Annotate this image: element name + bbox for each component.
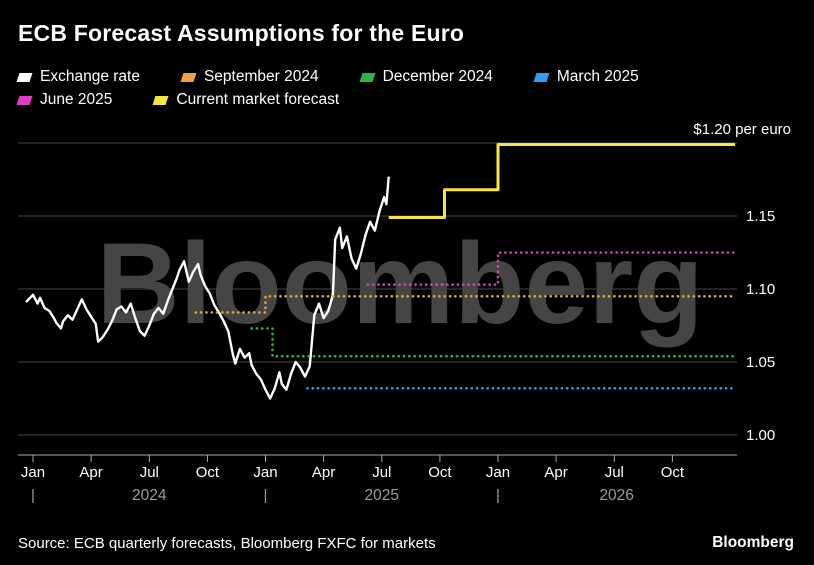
x-tick-label: Jul — [372, 464, 391, 481]
legend-label: June 2025 — [40, 91, 113, 108]
legend-row: June 2025 Current market forecast — [16, 91, 639, 109]
x-tick-label: Apr — [79, 464, 102, 481]
legend-item-december-2024: December 2024 — [359, 68, 493, 86]
legend-item-june-2025: June 2025 — [16, 91, 113, 109]
x-tick-label: Oct — [428, 464, 452, 481]
x-tick-label: Jan — [21, 464, 45, 481]
legend-item-march-2025: March 2025 — [533, 68, 639, 86]
x-tick-label: Oct — [196, 464, 220, 481]
series-exchange-rate — [25, 176, 390, 400]
source-note: Source: ECB quarterly forecasts, Bloombe… — [18, 535, 436, 552]
x-tick-label: Jan — [486, 464, 510, 481]
x-tick-label: Oct — [661, 464, 685, 481]
legend-label: Current market forecast — [176, 91, 340, 108]
legend-item-september-2024: September 2024 — [180, 68, 319, 86]
year-label: 2026 — [599, 487, 633, 504]
legend-label: December 2024 — [382, 68, 493, 85]
year-separator: | — [31, 487, 35, 504]
x-tick-label: Jul — [605, 464, 624, 481]
x-tick-label: Apr — [312, 464, 335, 481]
legend-label: March 2025 — [556, 68, 639, 85]
x-tick-label: Jul — [140, 464, 159, 481]
y-tick-label: 1.05 — [746, 354, 775, 371]
legend-item-current-market-forecast: Current market forecast — [152, 91, 340, 109]
y-tick-label: 1.15 — [746, 208, 775, 225]
legend-label: September 2024 — [203, 68, 319, 85]
year-separator: | — [496, 487, 500, 504]
series-september-2024 — [194, 294, 737, 314]
legend-marker-icon — [152, 95, 169, 105]
year-label: 2025 — [365, 487, 399, 504]
legend-marker-icon — [16, 95, 33, 105]
series-june-2025 — [366, 251, 737, 286]
legend-marker-icon — [533, 72, 550, 82]
bloomberg-logo: Bloomberg — [712, 534, 794, 551]
legend-label: Exchange rate — [40, 68, 140, 85]
year-separator: | — [264, 487, 268, 504]
x-tick-label: Jan — [253, 464, 277, 481]
year-label: 2024 — [132, 487, 167, 504]
y-tick-label: 1.00 — [746, 427, 775, 444]
y-top-label: $1.20 per euro — [693, 121, 791, 138]
legend: Exchange rate September 2024 December 2024… — [16, 68, 639, 109]
x-tick-label: Apr — [544, 464, 567, 481]
legend-marker-icon — [359, 72, 376, 82]
y-tick-label: 1.10 — [746, 281, 775, 298]
legend-marker-icon — [16, 72, 33, 82]
chart-title: ECB Forecast Assumptions for the Euro — [18, 20, 465, 46]
watermark-text: Bloomberg — [97, 220, 704, 348]
series-december-2024 — [250, 327, 737, 358]
legend-marker-icon — [180, 72, 197, 82]
legend-item-exchange-rate: Exchange rate — [16, 68, 140, 86]
series-current-market-forecast — [388, 143, 736, 219]
legend-row: Exchange rate September 2024 December 2024… — [16, 68, 639, 86]
